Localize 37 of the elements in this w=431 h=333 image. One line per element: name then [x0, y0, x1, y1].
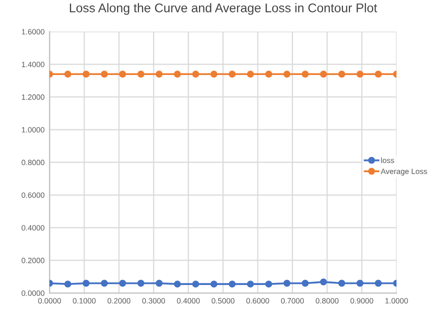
point [64, 70, 72, 78]
point [174, 280, 181, 288]
point [320, 70, 327, 78]
point [100, 280, 108, 287]
point [302, 70, 309, 78]
point [210, 70, 218, 78]
point [119, 280, 126, 287]
point [320, 278, 327, 286]
chart-title: Loss Along the Curve and Average Loss in Contour Plot [70, 3, 378, 15]
point [246, 70, 254, 78]
point [283, 70, 290, 78]
point [356, 70, 364, 78]
point [338, 70, 346, 78]
point [137, 280, 144, 287]
point [82, 280, 90, 287]
point [192, 70, 200, 78]
point [156, 70, 163, 78]
point [228, 280, 236, 288]
point [228, 70, 236, 78]
point [100, 70, 108, 78]
point [283, 280, 290, 287]
point [174, 70, 181, 78]
point [338, 280, 346, 287]
point [64, 280, 72, 288]
point [82, 70, 90, 78]
point [119, 70, 126, 78]
point [246, 280, 254, 288]
point [192, 280, 200, 288]
point [137, 70, 144, 78]
point [374, 70, 382, 78]
point [210, 280, 218, 288]
point [374, 280, 382, 287]
point [156, 280, 163, 287]
point [265, 70, 272, 78]
point [265, 280, 272, 288]
point [302, 280, 309, 287]
point [356, 280, 364, 287]
